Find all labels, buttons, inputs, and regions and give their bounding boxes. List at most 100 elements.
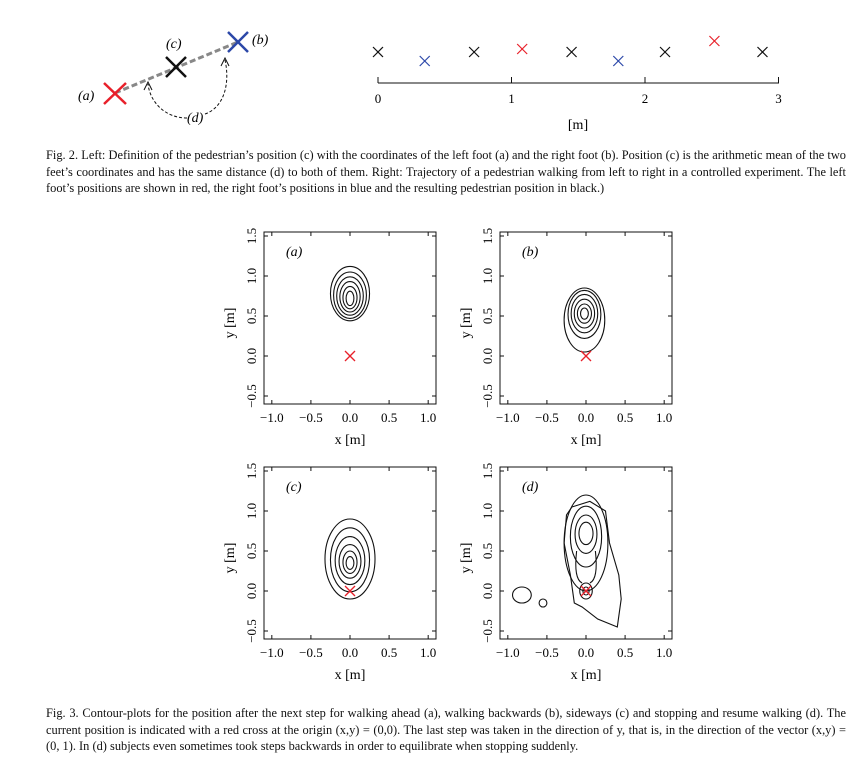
x-tick-label: −0.5 — [535, 645, 559, 660]
x-tick-label: 0.5 — [381, 645, 397, 660]
trajectory-right-mark — [419, 55, 431, 67]
y-tick-label: 1.5 — [480, 463, 495, 479]
distance-arrow-right — [204, 59, 228, 115]
x-tick-label: −0.5 — [299, 410, 323, 425]
contour-line — [563, 500, 622, 628]
x-axis-label: x [m] — [571, 433, 602, 448]
contour-line — [329, 527, 371, 593]
fig2-right-trajectory: 0 1 2 3 [m] — [372, 35, 782, 133]
y-tick-label: 1.0 — [480, 268, 495, 284]
x-tick-label: −1.0 — [260, 410, 284, 425]
trajectory-right-mark — [612, 55, 624, 67]
x-tick-label: 0.0 — [578, 645, 594, 660]
trajectory-position-mark — [659, 46, 671, 58]
contour-line — [579, 307, 589, 320]
x-tick-label: 0.0 — [342, 410, 358, 425]
contour-panel: −1.0 −0.5 0.0 0.5 1.0−0.50.00.51.01.5x [m]y … — [459, 463, 673, 683]
contour-line — [589, 550, 597, 584]
distance-arrow-left — [147, 83, 188, 119]
fig3-contour-plots: −1.0 −0.5 0.0 0.5 1.0−0.50.00.51.01.5x [m]y … — [223, 228, 673, 683]
x-tick-label: 1.0 — [656, 410, 672, 425]
label-a: (a) — [78, 89, 95, 104]
y-tick-label: −0.5 — [480, 384, 495, 408]
contour-panel: −1.0 −0.5 0.0 0.5 1.0−0.50.00.51.01.5x [m]y … — [459, 228, 673, 448]
contour-line — [569, 505, 603, 568]
contour-line — [336, 276, 364, 316]
y-tick-label: 1.5 — [244, 228, 259, 244]
x-axis-label: x [m] — [335, 668, 366, 683]
y-tick-label: −0.5 — [480, 619, 495, 643]
y-tick-label: 1.5 — [480, 228, 495, 244]
origin-cross — [344, 585, 356, 597]
x-tick-label: 0.0 — [578, 410, 594, 425]
contour-panel: −1.0 −0.5 0.0 0.5 1.0−0.50.00.51.01.5x [m]y … — [223, 228, 437, 448]
trajectory-tick-label: 3 — [775, 91, 782, 106]
contour-line — [345, 556, 355, 570]
fig2-caption: Fig. 2. Left: Definition of the pedestri… — [46, 148, 846, 195]
position-marker — [165, 56, 187, 78]
contour-line — [334, 536, 366, 586]
y-tick-label: 0.5 — [244, 308, 259, 324]
y-axis-label: y [m] — [459, 543, 474, 574]
trajectory-tick-label: 2 — [642, 91, 649, 106]
origin-cross — [580, 585, 592, 597]
y-tick-label: 1.0 — [244, 503, 259, 519]
y-tick-label: −0.5 — [244, 619, 259, 643]
x-tick-label: 0.5 — [381, 410, 397, 425]
trajectory-left-mark — [516, 43, 528, 55]
trajectory-tick-label: 1 — [508, 91, 515, 106]
contour-line — [573, 298, 596, 329]
contour-line — [570, 293, 599, 334]
y-axis-label: y [m] — [223, 308, 238, 339]
x-tick-label: −0.5 — [299, 645, 323, 660]
contour-blob — [511, 586, 532, 604]
label-c: (c) — [166, 37, 182, 52]
y-tick-label: 0.5 — [480, 543, 495, 559]
y-tick-label: −0.5 — [244, 384, 259, 408]
right-foot-marker — [227, 31, 249, 53]
y-tick-label: 1.5 — [244, 463, 259, 479]
panel-label: (c) — [286, 480, 302, 495]
panel-label: (a) — [286, 245, 303, 260]
contour-line — [574, 514, 598, 554]
contour-line — [582, 586, 590, 596]
label-d: (d) — [187, 111, 204, 126]
y-axis-label: y [m] — [459, 308, 474, 339]
arrowhead-left — [143, 80, 153, 91]
y-axis-label: y [m] — [223, 543, 238, 574]
contour-line — [338, 544, 362, 579]
x-tick-label: 1.0 — [656, 645, 672, 660]
y-tick-label: 1.0 — [244, 268, 259, 284]
y-tick-label: 0.0 — [244, 583, 259, 599]
fig3-caption: Fig. 3. Contour-plots for the position a… — [46, 706, 846, 753]
trajectory-unit: [m] — [568, 118, 588, 133]
origin-cross — [344, 350, 356, 362]
trajectory-position-mark — [757, 46, 768, 58]
contour-line — [333, 271, 367, 319]
x-axis-label: x [m] — [335, 433, 366, 448]
x-tick-label: 1.0 — [420, 645, 436, 660]
panel-label: (d) — [522, 480, 539, 495]
contour-line — [342, 285, 358, 310]
x-tick-label: −1.0 — [496, 645, 520, 660]
y-tick-label: 0.5 — [480, 308, 495, 324]
trajectory-position-mark — [372, 46, 384, 58]
label-b: (b) — [252, 33, 269, 48]
fig2-left-diagram: (a) (b) (c) (d) — [78, 31, 269, 126]
contour-blob — [538, 598, 548, 608]
contour-line — [342, 550, 358, 574]
contour-line — [579, 582, 593, 600]
x-tick-label: −1.0 — [496, 410, 520, 425]
contour-line — [324, 518, 376, 600]
x-tick-label: −1.0 — [260, 645, 284, 660]
contour-panel: −1.0 −0.5 0.0 0.5 1.0−0.50.00.51.01.5x [m]y … — [223, 463, 437, 683]
x-axis-label: x [m] — [571, 668, 602, 683]
trajectory-left-mark — [708, 35, 720, 47]
contour-line — [578, 521, 594, 546]
contour-line — [329, 265, 371, 322]
contour-line — [345, 290, 355, 307]
contour-line — [576, 303, 593, 324]
contour-line — [563, 287, 606, 353]
origin-cross — [580, 350, 592, 362]
x-tick-label: −0.5 — [535, 410, 559, 425]
